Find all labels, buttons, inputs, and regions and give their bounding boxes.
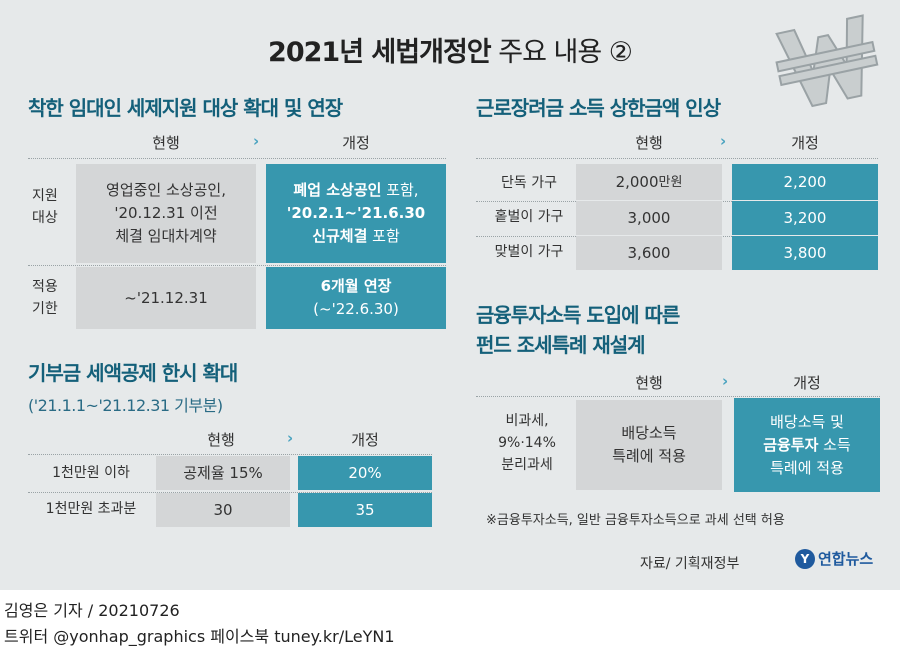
- s4-chevron-icon: ›: [722, 372, 729, 390]
- credit-line: 김영은 기자 / 20210726: [4, 601, 180, 620]
- s3-row2-current: 30: [156, 493, 290, 527]
- s1-row1-new: 폐업 소상공인 포함, '20.2.1~'21.6.30 신규체결 포함: [266, 164, 446, 263]
- s2-head-new: 개정: [791, 134, 819, 152]
- s1-row2-label: 적용 기한: [32, 279, 58, 317]
- s3-subtitle: ('21.1.1~'21.12.31 기부분): [28, 396, 223, 415]
- won-sign-icon: [775, 14, 879, 108]
- s4-head-new: 개정: [793, 374, 821, 392]
- source-text: 자료/ 기획재정부: [640, 556, 740, 572]
- s3-head-current: 현행: [207, 431, 235, 449]
- divider: [476, 158, 878, 159]
- s2-row2-label: 홑벌이 가구: [494, 209, 564, 225]
- s2-row2-current: 3,000: [576, 201, 722, 235]
- yonhap-logo-text: 연합뉴스: [818, 550, 874, 568]
- s4-new: 배당소득 및 금융투자 소득 특례에 적용: [734, 398, 880, 492]
- yonhap-logo: Y 연합뉴스: [795, 548, 873, 569]
- s4-head-current: 현행: [635, 374, 663, 392]
- s3-row2-new: 35: [298, 493, 432, 527]
- s1-head-new: 개정: [342, 134, 370, 152]
- divider: [28, 492, 432, 493]
- divider: [28, 158, 446, 159]
- divider: [28, 265, 446, 266]
- s2-row3-current: 3,600: [576, 236, 722, 270]
- s2-row1-current: 2,000 만원: [576, 164, 722, 200]
- yonhap-logo-icon: Y: [795, 548, 815, 569]
- s2-row3-new: 3,800: [732, 236, 878, 270]
- s3-head-new: 개정: [351, 431, 379, 449]
- s2-row2-new: 3,200: [732, 201, 878, 235]
- s1-row2-new: 6개월 연장 (~'22.6.30): [266, 267, 446, 329]
- s3-row1-new: 20%: [298, 456, 432, 490]
- s1-chevron-icon: ›: [253, 132, 260, 150]
- s2-chevron-icon: ›: [720, 132, 727, 150]
- page-title: 2021년 세법개정안 주요 내용 ②: [0, 30, 900, 69]
- s4-title: 금융투자소득 도입에 따른 펀드 조세특례 재설계: [476, 303, 680, 357]
- s2-title: 근로장려금 소득 상한금액 인상: [476, 96, 721, 120]
- divider: [28, 454, 432, 455]
- s2-row1-new: 2,200: [732, 164, 878, 200]
- s2-head-current: 현행: [635, 134, 663, 152]
- s1-title: 착한 임대인 세제지원 대상 확대 및 연장: [28, 96, 343, 120]
- s2-row1-label: 단독 가구: [501, 175, 557, 191]
- s3-title: 기부금 세액공제 한시 확대: [28, 361, 238, 385]
- s4-note: ※금융투자소득, 일반 금융투자소득으로 과세 선택 허용: [486, 513, 785, 528]
- s1-row1-label: 지원 대상: [32, 188, 58, 226]
- s3-row1-label: 1천만원 이하: [52, 465, 130, 481]
- s1-row2-current: ~'21.12.31: [76, 267, 256, 329]
- s1-head-current: 현행: [152, 134, 180, 152]
- s1-row1-current: 영업중인 소상공인, '20.12.31 이전 체결 임대차계약: [76, 164, 256, 263]
- s4-current: 배당소득 특례에 적용: [576, 400, 722, 490]
- divider: [476, 396, 880, 397]
- s3-row2-label: 1천만원 초과분: [45, 501, 137, 517]
- social-line: 트위터 @yonhap_graphics 페이스북 tuney.kr/LeYN1: [4, 627, 395, 646]
- page-title-bold: 2021년 세법개정안: [268, 37, 492, 68]
- s3-chevron-icon: ›: [287, 429, 294, 447]
- s4-label: 비과세, 9%·14% 분리과세: [498, 413, 556, 473]
- page-title-rest: 주요 내용 ②: [490, 37, 633, 68]
- s3-row1-current: 공제율 15%: [156, 456, 290, 490]
- s2-row3-label: 맞벌이 가구: [494, 244, 564, 260]
